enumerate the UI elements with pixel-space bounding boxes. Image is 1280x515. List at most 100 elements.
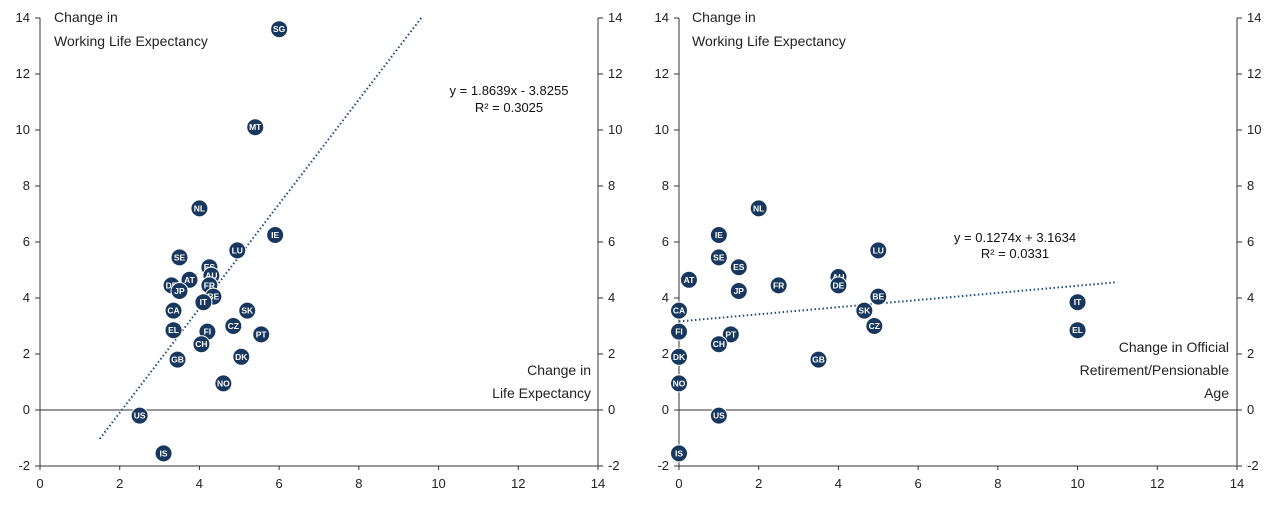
point-label: FI <box>675 327 683 337</box>
point-marker <box>709 226 728 244</box>
y-tick-label-left: 6 <box>662 234 669 249</box>
y-tick-label-right: 4 <box>608 290 615 305</box>
point-label: AU <box>205 271 217 281</box>
data-point-se: SE <box>170 248 189 267</box>
point-label: FR <box>204 280 215 290</box>
point-label: US <box>134 411 146 421</box>
data-point-se: SE <box>709 248 728 267</box>
point-marker <box>164 321 183 340</box>
point-marker <box>238 301 257 320</box>
data-point-no: NO <box>214 374 233 393</box>
point-marker <box>168 350 187 369</box>
data-point-at: AT <box>679 270 698 289</box>
point-label: PT <box>725 329 737 339</box>
x-tick-label: 8 <box>355 476 362 491</box>
point-label: LU <box>873 245 884 255</box>
point-marker <box>192 335 211 354</box>
point-label: SE <box>174 252 186 262</box>
data-point-gb: GB <box>809 350 828 369</box>
y-tick-label-right: 10 <box>1247 122 1261 137</box>
point-marker <box>670 347 688 366</box>
data-point-is: IS <box>670 444 688 463</box>
point-marker <box>670 374 688 393</box>
point-label: CZ <box>869 321 880 331</box>
point-label: FR <box>773 280 784 290</box>
data-point-jp: JP <box>729 282 748 300</box>
point-marker <box>670 301 688 320</box>
point-marker <box>214 374 233 393</box>
point-label: DE <box>833 280 845 290</box>
y-tick-label-right: 6 <box>608 234 615 249</box>
y-tick-label-right: 0 <box>1247 402 1254 417</box>
data-point-dk: DK <box>232 347 251 366</box>
point-marker <box>865 317 884 335</box>
x-tick-label: 10 <box>1070 476 1084 491</box>
point-marker <box>246 118 265 137</box>
data-point-it: IT <box>1068 293 1087 312</box>
y-tick-label-right: 8 <box>1247 178 1254 193</box>
point-label: IS <box>675 448 683 458</box>
data-point-jp: JP <box>170 282 189 300</box>
point-marker <box>224 317 243 335</box>
data-point-ch: CH <box>709 335 728 354</box>
y-tick-label-left: 14 <box>655 10 669 25</box>
point-marker <box>194 293 213 312</box>
data-point-ie: IE <box>709 226 728 244</box>
point-marker <box>154 444 173 463</box>
point-marker <box>869 287 888 306</box>
point-label: AT <box>184 275 196 285</box>
x-tick-label: 0 <box>36 476 43 491</box>
point-label: EL <box>168 325 179 335</box>
point-marker <box>809 350 828 369</box>
point-label: CA <box>167 306 179 316</box>
point-marker <box>749 199 768 218</box>
x-tick-label: 12 <box>1150 476 1164 491</box>
data-point-pt: PT <box>252 325 271 344</box>
y-tick-label-left: 8 <box>662 178 669 193</box>
point-marker <box>721 325 740 344</box>
data-point-el: EL <box>1068 321 1087 340</box>
y-tick-label-left: 10 <box>655 122 669 137</box>
data-point-gb: GB <box>168 350 187 369</box>
point-marker <box>829 276 848 295</box>
point-label: JP <box>174 286 185 296</box>
data-point-ch: CH <box>192 335 211 354</box>
data-point-ie: IE <box>266 226 285 244</box>
point-marker <box>190 199 209 218</box>
point-marker <box>855 301 874 320</box>
y-tick-label-right: 4 <box>1247 290 1254 305</box>
point-label: ES <box>733 262 745 272</box>
y-tick-label-left: 8 <box>23 178 30 193</box>
point-label: GB <box>812 355 825 365</box>
point-marker <box>252 325 271 344</box>
x-tick-label: 10 <box>431 476 445 491</box>
point-marker <box>729 282 748 300</box>
trendline-equation: y = 0.1274x + 3.1634 <box>954 230 1076 245</box>
y-tick-label-left: 4 <box>23 290 30 305</box>
trendline-equation: y = 1.8639x - 3.8255 <box>450 83 569 98</box>
x-axis-title: Life Expectancy <box>492 385 591 401</box>
y-tick-label-right: -2 <box>608 458 620 473</box>
x-axis-title: Age <box>1204 385 1229 401</box>
point-label: CH <box>195 339 207 349</box>
trendline <box>678 281 1118 323</box>
point-label: DE <box>166 280 178 290</box>
trendline <box>98 15 424 440</box>
y-tick-label-left: 0 <box>662 402 669 417</box>
data-point-fr: FR <box>769 276 788 295</box>
point-label: IS <box>160 448 168 458</box>
x-tick-label: 14 <box>1230 476 1244 491</box>
point-marker <box>709 248 728 267</box>
point-label: IE <box>271 230 279 240</box>
y-tick-label-left: 12 <box>16 66 30 81</box>
point-label: NO <box>217 378 230 388</box>
point-label: EL <box>1072 325 1083 335</box>
x-tick-label: 6 <box>915 476 922 491</box>
point-marker <box>769 276 788 295</box>
y-tick-label-left: 2 <box>662 346 669 361</box>
x-tick-label: 12 <box>511 476 525 491</box>
data-point-pt: PT <box>721 325 740 344</box>
point-marker <box>670 322 688 341</box>
data-point-ca: CA <box>670 301 688 320</box>
point-marker <box>670 444 688 463</box>
